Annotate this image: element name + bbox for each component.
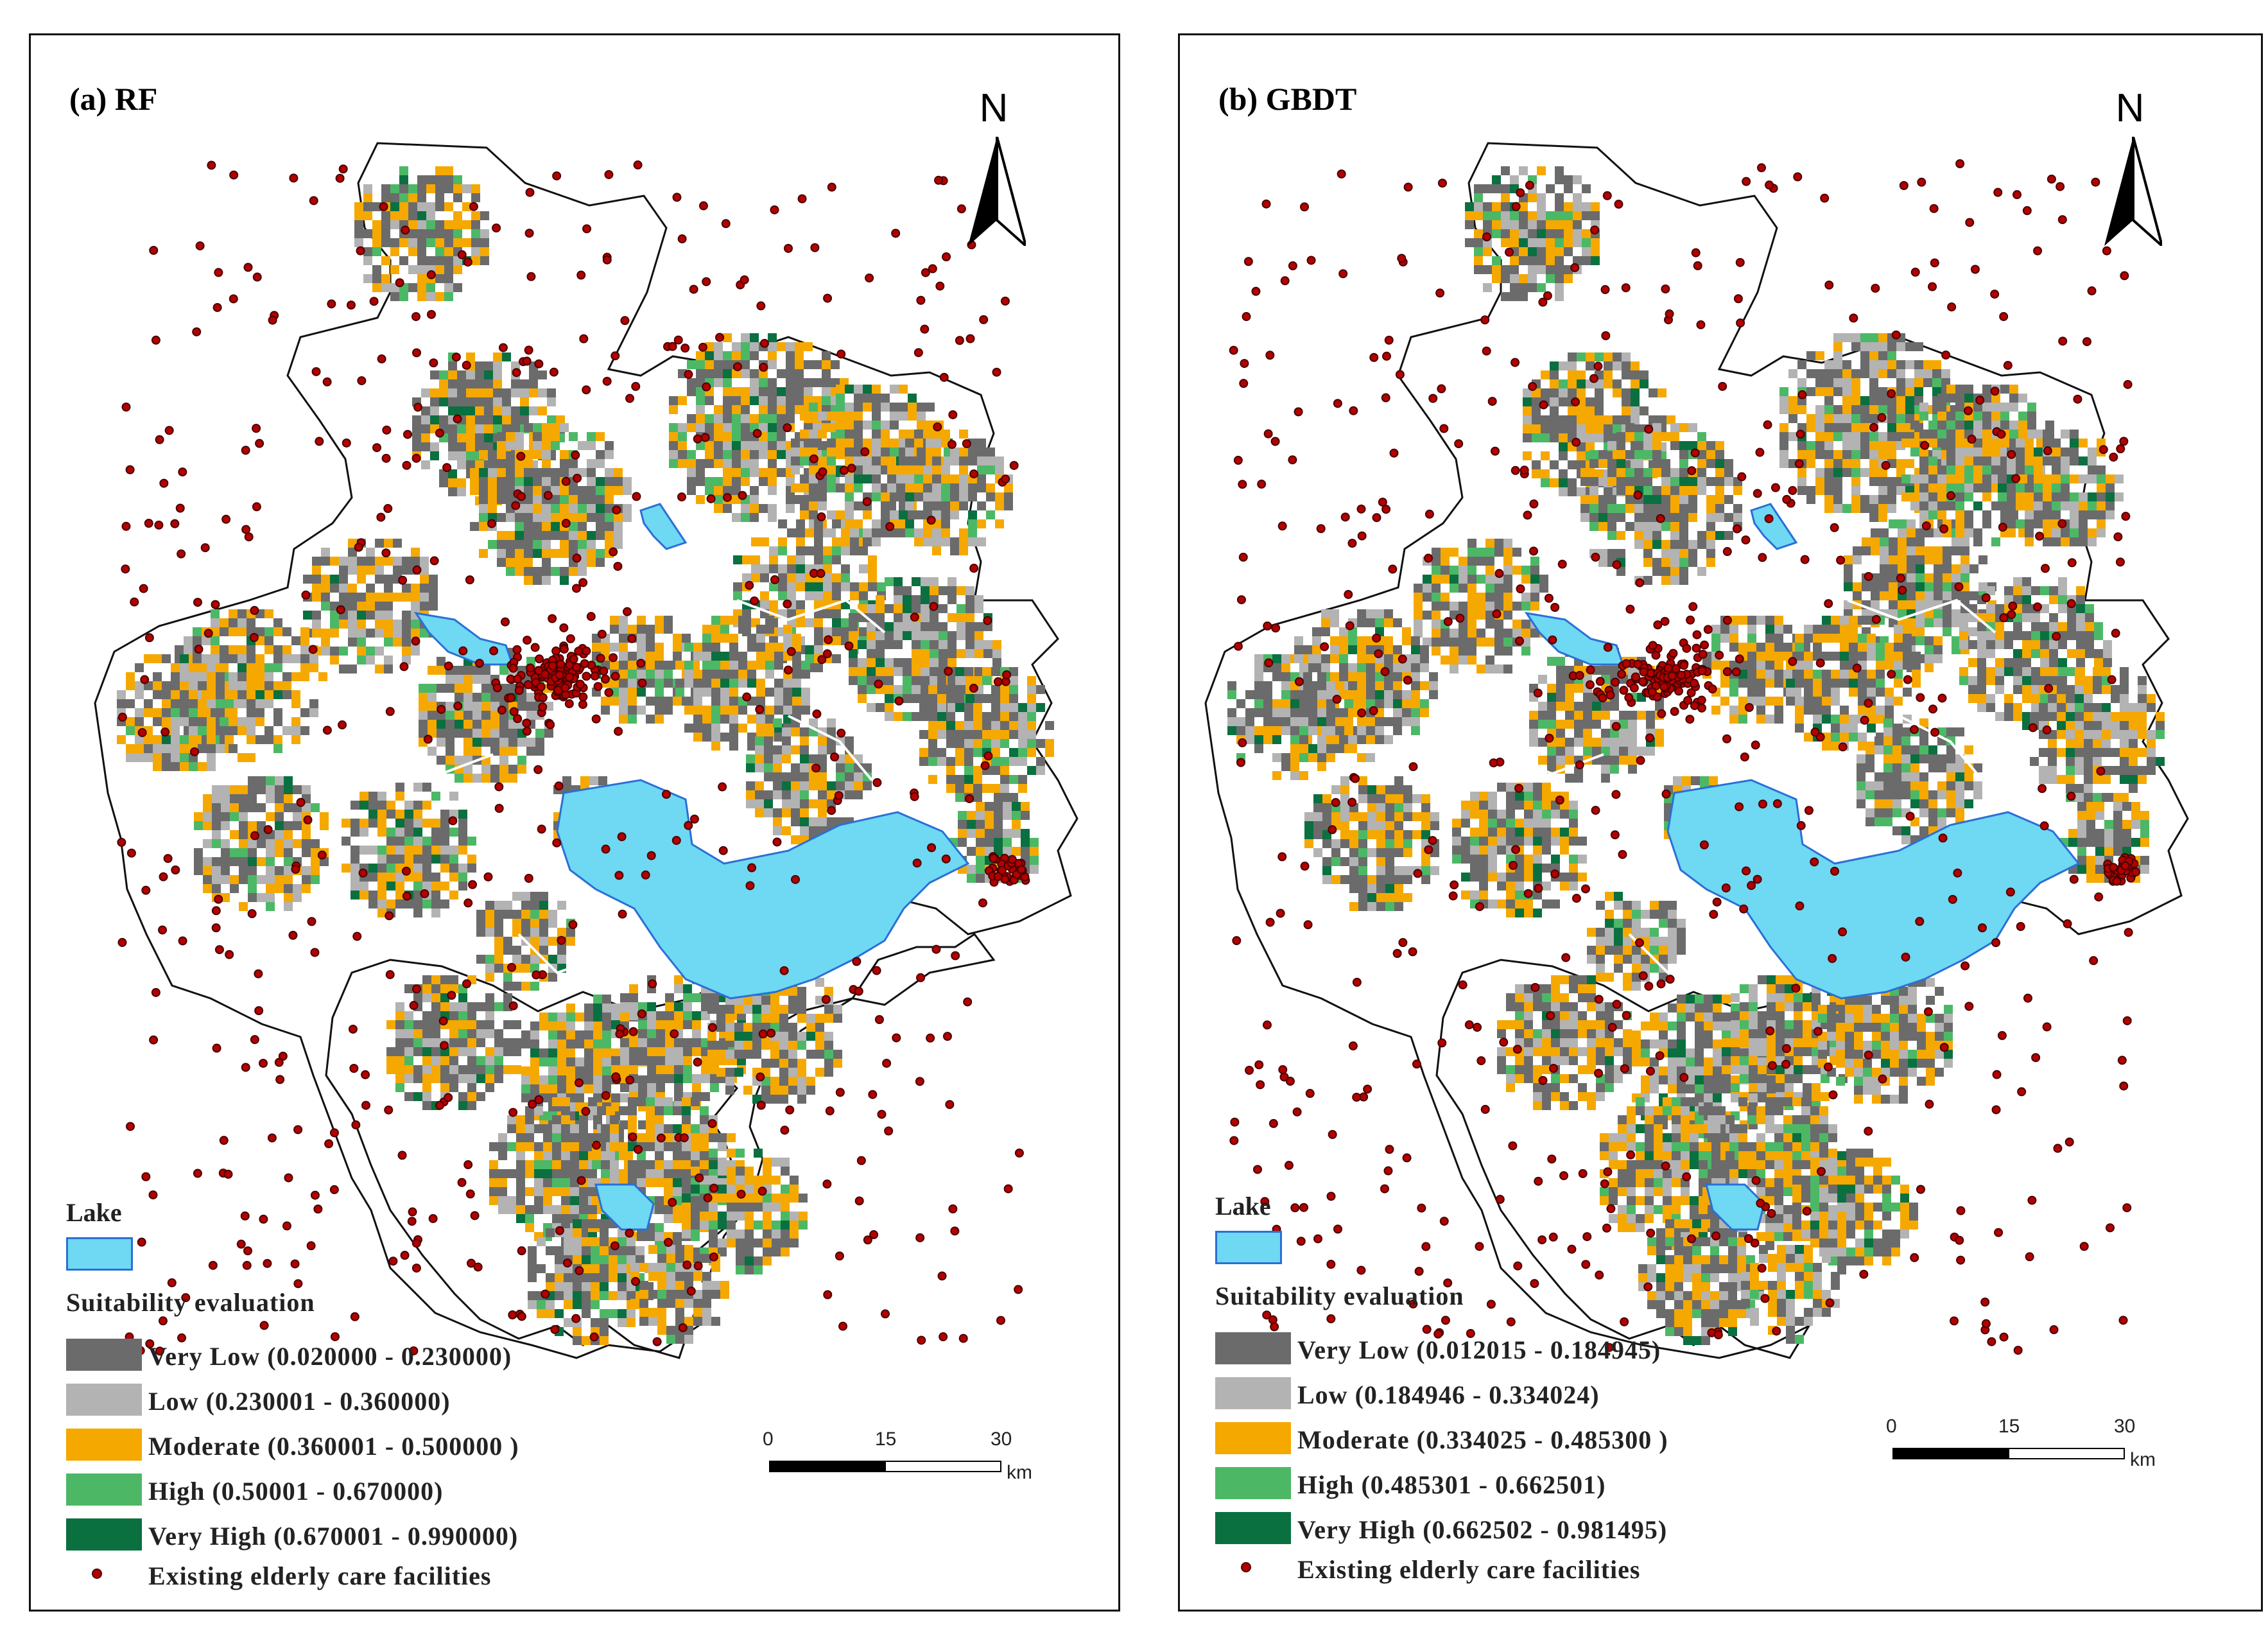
legend-swatch bbox=[66, 1339, 142, 1371]
legend-label: Moderate (0.334025 - 0.485300 ) bbox=[1297, 1425, 1668, 1454]
legend-label: Low (0.230001 - 0.360000) bbox=[148, 1387, 451, 1416]
scale-bar-white bbox=[885, 1461, 1001, 1472]
legend-lake-swatch bbox=[1215, 1231, 1282, 1264]
scale-tick: 30 bbox=[991, 1429, 1012, 1450]
legend-label: Very High (0.662502 - 0.981495) bbox=[1297, 1515, 1668, 1544]
north-label: N bbox=[979, 86, 1008, 130]
scale-unit: km bbox=[1007, 1462, 1032, 1483]
north-arrow: N bbox=[942, 85, 1045, 246]
north-label: N bbox=[2115, 86, 2145, 130]
map-gbdt bbox=[1204, 142, 2189, 1359]
legend-swatch bbox=[1215, 1332, 1291, 1364]
north-arrow-icon bbox=[2104, 137, 2162, 246]
scale-bar-black bbox=[769, 1461, 886, 1472]
suitability-raster bbox=[1227, 166, 2165, 1345]
legend-label: Moderate (0.360001 - 0.500000 ) bbox=[148, 1432, 519, 1461]
legend-lake-title: Lake bbox=[1215, 1192, 1271, 1221]
legend-label: Very Low (0.020000 - 0.230000) bbox=[148, 1342, 512, 1371]
small-lake-south bbox=[594, 1183, 655, 1231]
north-arrow-icon bbox=[968, 137, 1026, 246]
legend-label: Very High (0.670001 - 0.990000) bbox=[148, 1522, 519, 1551]
scale-bar: 0 15 30 km bbox=[763, 1429, 1052, 1486]
legend-swatch bbox=[1215, 1422, 1291, 1454]
legend-swatch bbox=[66, 1429, 142, 1461]
small-lake-north bbox=[1750, 503, 1798, 550]
map-rf bbox=[94, 142, 1078, 1359]
legend-suitability-title: Suitability evaluation bbox=[66, 1288, 315, 1317]
legend-swatch bbox=[1215, 1512, 1291, 1544]
facility-points bbox=[117, 160, 1030, 1356]
panel-title: (b) GBDT bbox=[1218, 81, 1357, 117]
legend-label: Existing elderly care facilities bbox=[148, 1561, 492, 1590]
big-lake bbox=[556, 779, 970, 1000]
legend-lake-swatch bbox=[66, 1237, 133, 1271]
scale-tick: 30 bbox=[2114, 1416, 2136, 1437]
scale-unit: km bbox=[2130, 1449, 2156, 1470]
scale-bar-white bbox=[2008, 1448, 2125, 1459]
facility-dot-icon bbox=[92, 1569, 102, 1579]
map-panel-rf: (a) RF N Lake Suitability evaluation Ver… bbox=[29, 33, 1120, 1612]
scale-tick: 0 bbox=[763, 1429, 774, 1450]
legend-label: Very Low (0.012015 - 0.184945) bbox=[1297, 1335, 1661, 1364]
map-panel-gbdt: (b) GBDT N Lake Suitability evaluation V… bbox=[1178, 33, 2263, 1612]
big-lake bbox=[1666, 779, 2081, 1000]
scale-tick: 15 bbox=[875, 1429, 897, 1450]
north-arrow: N bbox=[2079, 85, 2181, 246]
scale-tick: 15 bbox=[1998, 1416, 2020, 1437]
small-lake-south bbox=[1705, 1183, 1765, 1231]
legend-swatch bbox=[1215, 1467, 1291, 1499]
scale-bar: 0 15 30 km bbox=[1886, 1416, 2175, 1473]
suitability-raster bbox=[117, 166, 1054, 1345]
small-lake-north bbox=[639, 503, 688, 550]
scale-tick: 0 bbox=[1886, 1416, 1897, 1437]
panel-title: (a) RF bbox=[69, 81, 158, 117]
lakes bbox=[1524, 503, 2081, 1231]
legend-label: Existing elderly care facilities bbox=[1297, 1555, 1641, 1584]
legend-label: High (0.485301 - 0.662501) bbox=[1297, 1470, 1606, 1499]
legend-swatch bbox=[1215, 1377, 1291, 1409]
legend-swatch bbox=[66, 1384, 142, 1416]
district-lines bbox=[325, 535, 886, 975]
legend-label: Low (0.184946 - 0.334024) bbox=[1297, 1380, 1600, 1409]
lakes bbox=[413, 503, 970, 1231]
legend-label: High (0.50001 - 0.670000) bbox=[148, 1477, 444, 1506]
facility-points bbox=[1229, 159, 2140, 1355]
facility-dot-icon bbox=[1241, 1562, 1251, 1572]
legend-suitability-title: Suitability evaluation bbox=[1215, 1282, 1464, 1310]
legend-lake-title: Lake bbox=[66, 1198, 122, 1227]
scale-bar-black bbox=[1892, 1448, 2009, 1459]
legend-swatch bbox=[66, 1518, 142, 1551]
legend-swatch bbox=[66, 1473, 142, 1506]
